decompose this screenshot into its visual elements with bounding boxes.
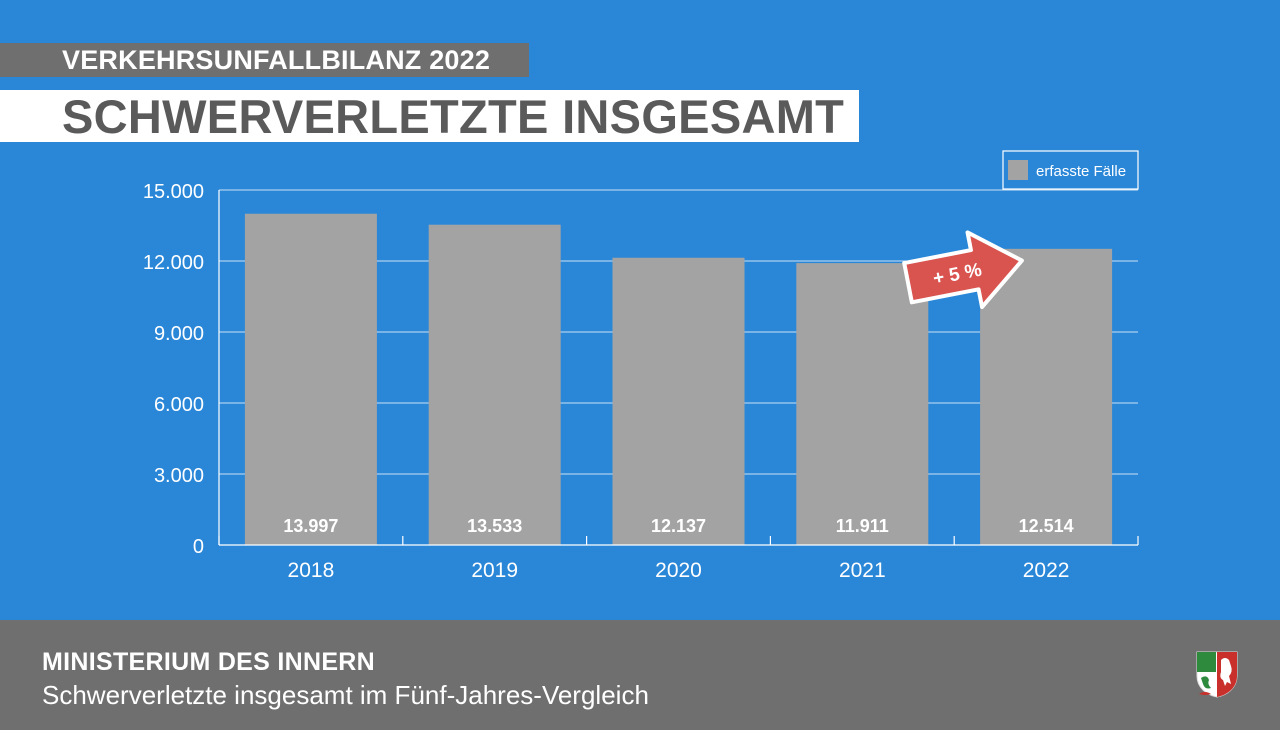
data-label: 13.997 bbox=[283, 516, 338, 536]
data-label: 11.911 bbox=[836, 516, 889, 536]
bar bbox=[796, 263, 929, 545]
bar bbox=[980, 248, 1113, 545]
title-band bbox=[0, 90, 859, 142]
supertitle-band bbox=[0, 43, 529, 77]
arrow-icon bbox=[902, 230, 1024, 310]
data-label: 13.533 bbox=[467, 516, 522, 536]
x-tick-label: 2020 bbox=[655, 559, 702, 582]
x-tick-label: 2018 bbox=[288, 559, 335, 582]
bar bbox=[428, 224, 561, 545]
data-label: 12.137 bbox=[651, 516, 706, 536]
y-tick-label: 9.000 bbox=[154, 323, 204, 345]
data-label: 12.514 bbox=[1019, 516, 1074, 536]
y-tick-label: 0 bbox=[193, 536, 204, 558]
y-tick-label: 3.000 bbox=[154, 465, 204, 487]
bar bbox=[612, 257, 745, 545]
legend-label: erfasste Fälle bbox=[1036, 163, 1126, 180]
legend-box bbox=[1002, 150, 1139, 190]
bar bbox=[244, 213, 377, 545]
x-tick-label: 2022 bbox=[1023, 559, 1070, 582]
y-tick-label: 6.000 bbox=[154, 394, 204, 416]
change-annotation: + 5 % bbox=[902, 230, 1024, 310]
footer-subtitle: Schwerverletzte insgesamt im Fünf-Jahres… bbox=[42, 680, 649, 710]
legend-swatch bbox=[1008, 160, 1028, 180]
y-tick-label: 12.000 bbox=[143, 252, 204, 274]
footer-title: MINISTERIUM DES INNERN bbox=[42, 648, 376, 676]
bar-chart: 0 3.000 6.000 9.000 12.000 15.000 13.997 2018 13… bbox=[143, 150, 1139, 582]
y-tick-label: 15.000 bbox=[143, 181, 204, 203]
footer bbox=[0, 620, 1280, 730]
x-tick-label: 2021 bbox=[839, 559, 886, 582]
page-title: SCHWERVERLETZTE INSGESAMT bbox=[62, 90, 845, 143]
nrw-coat-of-arms-icon bbox=[1196, 651, 1238, 698]
supertitle: VERKEHRSUNFALLBILANZ 2022 bbox=[62, 45, 491, 75]
x-tick-label: 2019 bbox=[471, 559, 518, 582]
